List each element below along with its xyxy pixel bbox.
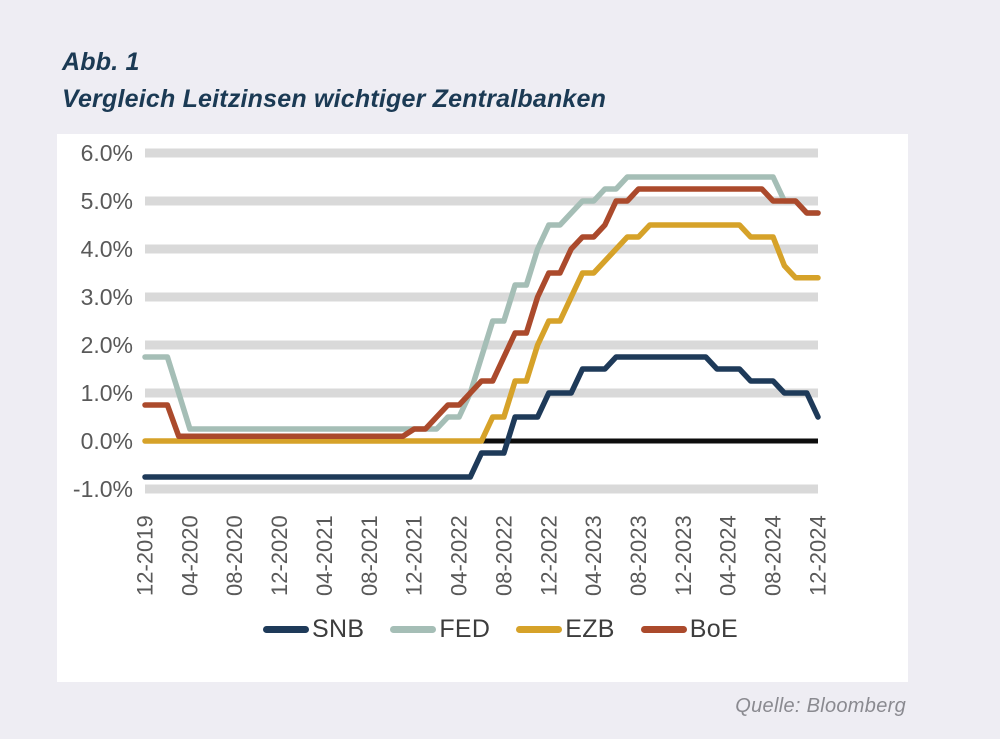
x-tick-label: 12-2021	[402, 515, 427, 596]
series-line-SNB	[142, 354, 821, 480]
legend-swatch-FED	[390, 626, 437, 633]
y-tick-label: 3.0%	[81, 284, 133, 310]
y-tick-label: 2.0%	[81, 332, 133, 358]
y-tick-label: 1.0%	[81, 380, 133, 406]
x-tick-label: 12-2023	[671, 515, 696, 596]
x-tick-label: 12-2019	[132, 515, 157, 596]
x-tick-label: 08-2023	[626, 515, 651, 596]
leitzinsen-line-chart: 6.0% 5.0% 4.0% 3.0% 2.0% 1.0% 0.0% -1.0% 12-201…	[73, 140, 831, 596]
x-tick-label: 04-2024	[716, 515, 741, 596]
x-tick-label: 04-2021	[312, 515, 337, 596]
x-tick-label: 08-2020	[222, 515, 247, 596]
gridline-band	[145, 292, 818, 302]
legend-swatch-BoE	[640, 626, 687, 633]
figure-title-block: Abb. 1 Vergleich Leitzinsen wichtiger Ze…	[62, 44, 606, 118]
legend-item-BoE: BoE	[640, 615, 738, 644]
y-tick-label: 4.0%	[81, 236, 133, 262]
x-tick-label: 12-2020	[267, 515, 292, 596]
y-tick-label: 6.0%	[81, 140, 133, 166]
legend-label-EZB: EZB	[565, 615, 615, 643]
y-tick-label: -1.0%	[73, 476, 133, 502]
legend-label-FED: FED	[439, 615, 491, 643]
chart-legend: SNB FED EZB BoE	[57, 615, 908, 644]
legend-item-FED: FED	[390, 615, 490, 644]
legend-label-BoE: BoE	[689, 615, 738, 643]
legend-swatch-SNB	[263, 626, 310, 633]
x-tick-label: 04-2022	[447, 515, 472, 596]
y-tick-label: 0.0%	[81, 428, 133, 454]
x-tick-label: 08-2022	[491, 515, 516, 596]
gridline-band	[145, 388, 818, 398]
figure-label: Abb. 1	[62, 48, 140, 76]
y-tick-label: 5.0%	[81, 188, 133, 214]
series-layer	[142, 174, 821, 480]
legend-item-SNB: SNB	[263, 615, 364, 644]
gridline-band	[145, 196, 818, 206]
x-tick-label: 04-2020	[177, 515, 202, 596]
legend-item-EZB: EZB	[516, 615, 615, 644]
figure-title: Vergleich Leitzinsen wichtiger Zentralba…	[62, 85, 607, 113]
series-line-FED	[142, 174, 821, 432]
chart-panel: 6.0% 5.0% 4.0% 3.0% 2.0% 1.0% 0.0% -1.0% 12-201…	[57, 134, 908, 682]
series-line-EZB	[142, 222, 821, 444]
gridline-band	[145, 148, 818, 158]
gridline-band	[145, 340, 818, 350]
gridline-band	[145, 244, 818, 254]
gridline-band	[145, 484, 818, 494]
x-tick-label: 08-2021	[357, 515, 382, 596]
x-tick-label: 12-2024	[805, 515, 830, 596]
gridline-layer	[145, 148, 818, 494]
x-axis-tick-labels: 12-2019 04-2020 08-2020 12-2020 04-2021 08-20…	[132, 515, 830, 596]
series-line-BoE	[142, 186, 821, 439]
legend-label-SNB: SNB	[312, 615, 365, 643]
y-axis-tick-labels: 6.0% 5.0% 4.0% 3.0% 2.0% 1.0% 0.0% -1.0%	[73, 140, 133, 502]
source-credit: Quelle: Bloomberg	[735, 695, 906, 717]
legend-swatch-EZB	[516, 626, 563, 633]
x-tick-label: 08-2024	[761, 515, 786, 596]
x-tick-label: 04-2023	[581, 515, 606, 596]
x-tick-label: 12-2022	[536, 515, 561, 596]
